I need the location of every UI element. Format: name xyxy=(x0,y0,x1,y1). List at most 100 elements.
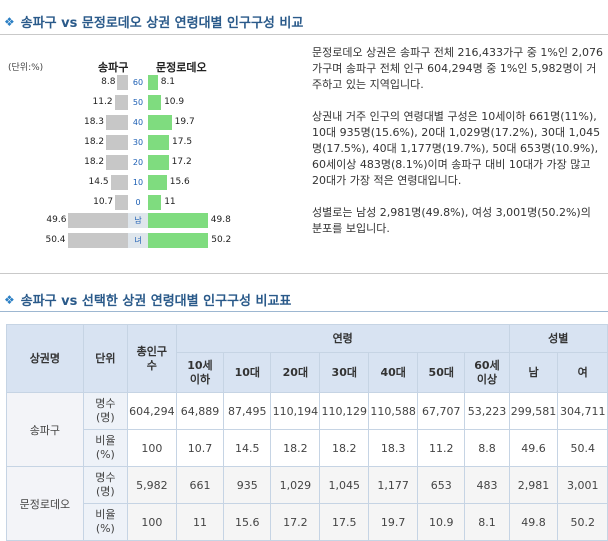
table-cell: 483 xyxy=(464,466,510,504)
bar-songpa xyxy=(114,95,128,110)
table-cell: 49.6 xyxy=(508,429,559,467)
bar-munjeong xyxy=(148,195,162,210)
section-title-text: 송파구 vs 선택한 상권 연령대별 인구구성 비교표 xyxy=(20,294,292,309)
header-age: 20대 xyxy=(270,352,321,393)
age-pyramid-chart: (단위:%) 송파구 문정로데오 60 8.8 8.1 50 11.2 10.9 40 18.… xyxy=(0,40,300,265)
category-label: 녀 xyxy=(128,233,148,248)
table-cell: 8.8 xyxy=(464,429,510,467)
description-paragraph-2: 상권내 거주 인구의 연령대별 구성은 10세이하 661명(11%), 10대… xyxy=(312,110,601,187)
value-label-songpa: 49.6 xyxy=(46,215,67,225)
table-cell: 18.2 xyxy=(270,429,321,467)
bar-songpa xyxy=(106,155,128,170)
table-cell: 935 xyxy=(223,466,272,504)
header-age: 10대 xyxy=(223,352,272,393)
category-label: 0 xyxy=(128,195,148,210)
population-table: 상권명 단위 총인구수 연령 성별 10세이하 10대 20대 30대 40대 … xyxy=(6,324,608,541)
divider xyxy=(0,273,608,274)
diamond-bullet-icon: ❖ xyxy=(4,14,15,29)
legend-munjeong: 문정로데오 xyxy=(156,61,207,74)
value-label-munjeong: 8.1 xyxy=(160,77,176,87)
header-age: 50대 xyxy=(417,352,466,393)
value-label-munjeong: 15.6 xyxy=(169,177,190,187)
category-label: 10 xyxy=(128,175,148,190)
description-panel: 문정로데오 상권은 송파구 전체 216,433가구 중 1%인 2,076가구… xyxy=(312,45,604,253)
bar-munjeong xyxy=(148,175,167,190)
table-cell: 10.9 xyxy=(417,503,466,541)
table-cell: 67,707 xyxy=(417,392,466,430)
value-label-munjeong: 11 xyxy=(164,197,176,207)
table-cell: 100 xyxy=(126,429,177,467)
table-cell: 11 xyxy=(175,503,225,541)
table-body: 송파구 명수(명) 604,294 64,889 87,495 110,194 110,12… xyxy=(6,392,608,541)
table-cell: 10.7 xyxy=(175,429,225,467)
bar-songpa xyxy=(106,115,128,130)
header-age: 60세이상 xyxy=(464,352,510,393)
bar-songpa xyxy=(68,213,128,228)
table-cell: 17.2 xyxy=(270,503,321,541)
section-title-comparison: ❖ 송파구 vs 문정로데오 상권 연령대별 인구구성 비교 xyxy=(4,12,303,32)
table-cell: 18.2 xyxy=(319,429,370,467)
value-label-munjeong: 49.8 xyxy=(210,215,231,225)
table-cell: 17.5 xyxy=(319,503,370,541)
table-cell: 304,711 xyxy=(557,392,608,430)
row-unit-label: 비율(%) xyxy=(82,429,128,467)
table-cell: 49.8 xyxy=(508,503,559,541)
table-cell: 2,981 xyxy=(508,466,559,504)
table-cell: 8.1 xyxy=(464,503,510,541)
table-cell: 11.2 xyxy=(417,429,466,467)
table-row: 문정로데오 명수(명) 5,982 661 935 1,029 1,045 1,177 653 4… xyxy=(6,466,608,541)
table-cell: 110,194 xyxy=(270,392,321,430)
table-cell: 604,294 xyxy=(126,392,177,430)
header-gender: 여 xyxy=(557,352,608,393)
bar-songpa xyxy=(115,195,128,210)
section-title-table: ❖ 송파구 vs 선택한 상권 연령대별 인구구성 비교표 xyxy=(4,290,292,310)
category-label: 60 xyxy=(128,75,148,90)
value-label-munjeong: 19.7 xyxy=(174,117,195,127)
category-label: 20 xyxy=(128,155,148,170)
diamond-bullet-icon: ❖ xyxy=(4,292,15,307)
table-cell: 87,495 xyxy=(223,392,272,430)
bar-songpa xyxy=(106,135,128,150)
table-cell: 110,129 xyxy=(319,392,370,430)
bar-munjeong xyxy=(148,213,208,228)
table-cell: 110,588 xyxy=(368,392,419,430)
header-age: 30대 xyxy=(319,352,370,393)
description-paragraph-3: 성별로는 남성 2,981명(49.8%), 여성 3,001명(50.2%)의… xyxy=(312,206,591,235)
value-label-songpa: 8.8 xyxy=(101,77,116,87)
category-label: 30 xyxy=(128,135,148,150)
bar-songpa xyxy=(117,75,128,90)
chart-unit-label: (단위:%) xyxy=(8,63,44,73)
value-label-songpa: 18.2 xyxy=(84,157,105,167)
row-unit-label: 명수(명) xyxy=(82,466,128,504)
bar-munjeong xyxy=(148,75,158,90)
table-cell: 5,982 xyxy=(126,466,177,504)
value-label-munjeong: 10.9 xyxy=(164,97,185,107)
table-cell: 653 xyxy=(417,466,466,504)
table-cell: 53,223 xyxy=(464,392,510,430)
divider xyxy=(0,311,608,312)
header-gender-group: 성별 xyxy=(508,324,608,353)
description-paragraph-1: 문정로데오 상권은 송파구 전체 216,433가구 중 1%인 2,076가구… xyxy=(312,46,603,91)
table-cell: 50.2 xyxy=(557,503,608,541)
value-label-songpa: 50.4 xyxy=(45,235,66,245)
table-cell: 18.3 xyxy=(368,429,419,467)
header-age-group: 연령 xyxy=(175,324,510,353)
value-label-songpa: 18.3 xyxy=(83,117,105,127)
table-cell: 14.5 xyxy=(223,429,272,467)
table-cell: 19.7 xyxy=(368,503,419,541)
header-age: 40대 xyxy=(368,352,419,393)
table-cell: 1,029 xyxy=(270,466,321,504)
table-row: 송파구 명수(명) 604,294 64,889 87,495 110,194 110,12… xyxy=(6,392,608,467)
table-cell: 15.6 xyxy=(223,503,272,541)
row-area-name: 문정로데오 xyxy=(6,466,84,541)
value-label-songpa: 11.2 xyxy=(92,97,113,107)
table-row: 비율(%) 100 10.7 14.5 18.2 18.2 18.3 11.2 8.8 49.6 5… xyxy=(7,429,608,467)
row-area-name: 송파구 xyxy=(6,392,84,467)
bar-munjeong xyxy=(148,233,209,248)
category-label: 40 xyxy=(128,115,148,130)
value-label-songpa: 10.7 xyxy=(93,197,114,207)
table-cell: 1,177 xyxy=(368,466,419,504)
header-unit: 단위 xyxy=(82,324,128,393)
value-label-songpa: 18.2 xyxy=(84,137,105,147)
category-label: 50 xyxy=(128,95,148,110)
